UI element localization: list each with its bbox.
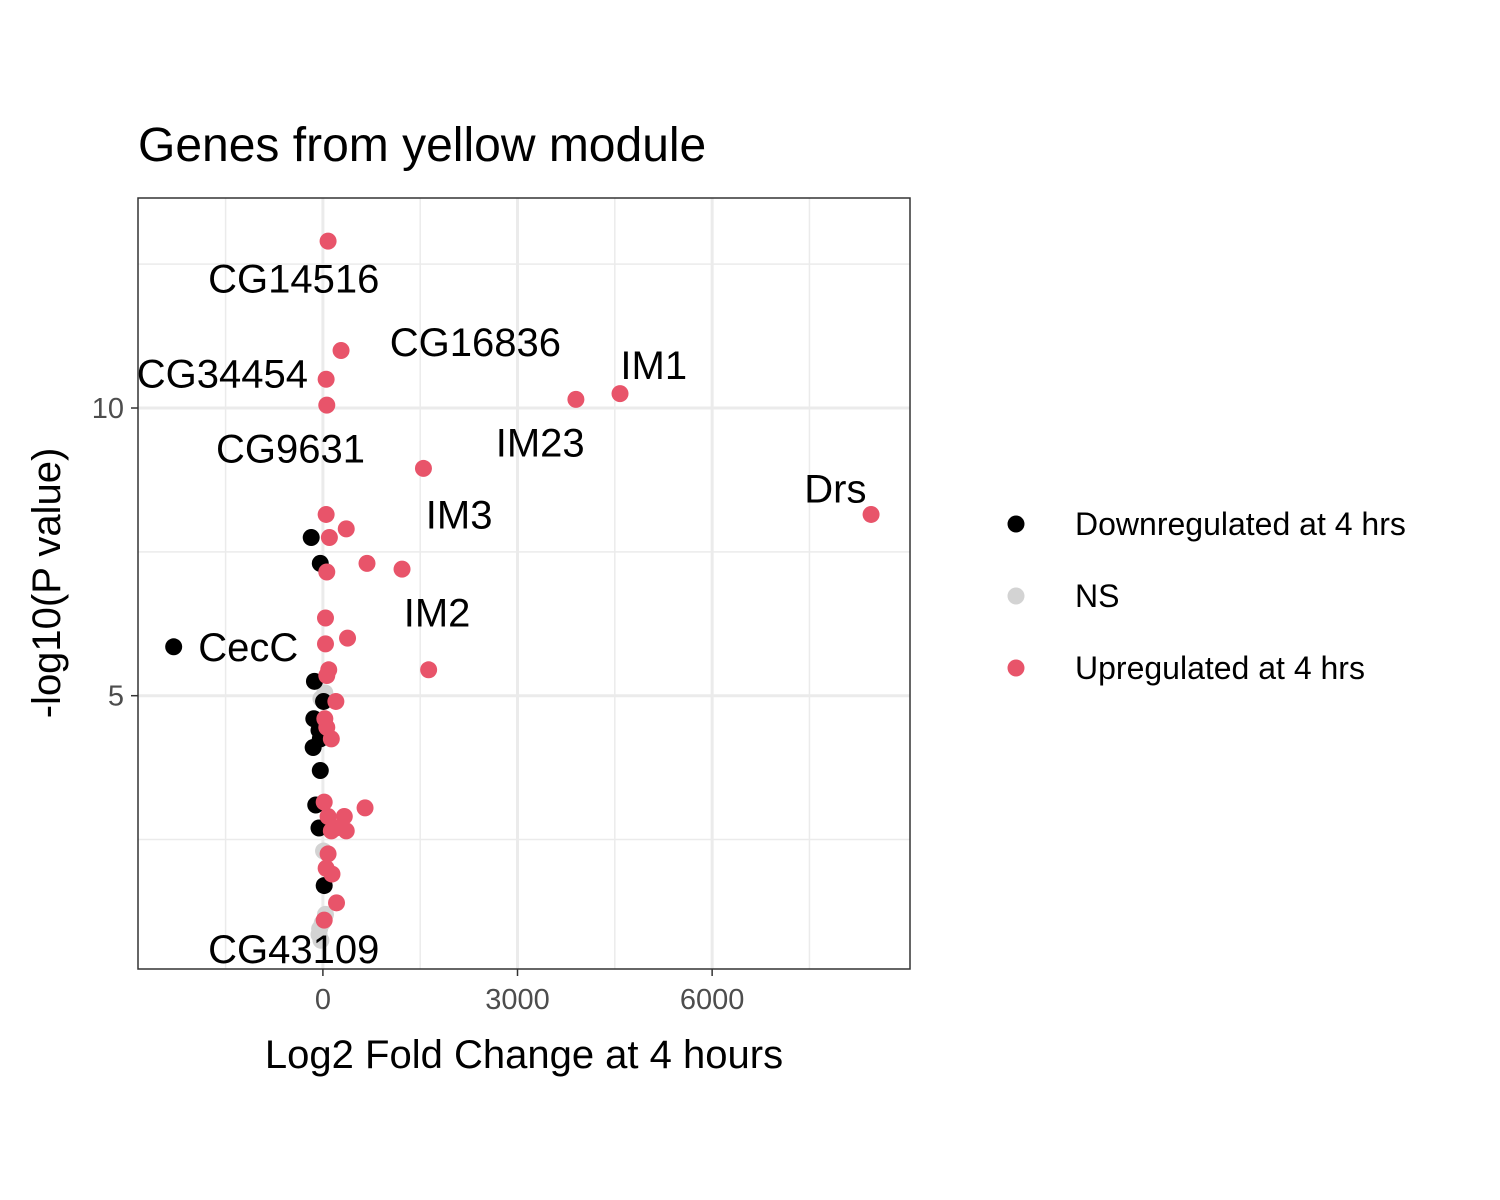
point-upregulated-at-4-hrs — [393, 560, 411, 578]
point-upregulated-at-4-hrs — [317, 370, 335, 388]
point-upregulated-at-4-hrs — [315, 793, 333, 811]
point-upregulated-at-4-hrs — [315, 911, 333, 929]
gene-label: IM3 — [426, 493, 493, 537]
legend-item: NS — [1007, 578, 1119, 614]
legend-key — [1007, 659, 1025, 677]
point-upregulated-at-4-hrs — [611, 385, 629, 403]
point-upregulated-at-4-hrs — [322, 730, 340, 748]
point-upregulated-at-4-hrs — [318, 563, 336, 581]
point-upregulated-at-4-hrs — [317, 505, 335, 523]
legend-label: Upregulated at 4 hrs — [1075, 650, 1365, 686]
point-upregulated-at-4-hrs — [318, 667, 336, 685]
legend-key — [1007, 587, 1025, 605]
point-upregulated-at-4-hrs — [356, 799, 374, 817]
point-ns — [312, 931, 330, 949]
point-upregulated-at-4-hrs — [339, 629, 357, 647]
gene-label: CG34454 — [137, 352, 308, 396]
point-upregulated-at-4-hrs — [862, 505, 880, 523]
point-upregulated-at-4-hrs — [328, 894, 346, 912]
gene-label: Drs — [804, 468, 866, 512]
gene-label: CG43109 — [208, 928, 379, 972]
point-upregulated-at-4-hrs — [322, 822, 340, 840]
data-points — [165, 232, 880, 949]
point-upregulated-at-4-hrs — [323, 865, 341, 883]
gene-label: IM1 — [620, 344, 687, 388]
point-downregulated-at-4-hrs — [311, 761, 329, 779]
axis-ticks: 0 3000 6000 5 10 — [92, 393, 745, 1016]
gene-label: CG14516 — [208, 258, 379, 302]
gene-label: IM2 — [404, 591, 471, 635]
point-downregulated-at-4-hrs — [304, 738, 322, 756]
legend-label: NS — [1075, 578, 1119, 614]
y-tick-label: 5 — [108, 681, 124, 713]
legend-label: Downregulated at 4 hrs — [1075, 506, 1406, 542]
point-upregulated-at-4-hrs — [319, 232, 337, 250]
point-downregulated-at-4-hrs — [315, 692, 333, 710]
gene-label: CG16836 — [390, 321, 561, 365]
point-downregulated-at-4-hrs — [165, 638, 183, 656]
gene-label: CG9631 — [216, 427, 365, 471]
point-upregulated-at-4-hrs — [337, 520, 355, 538]
x-tick-label: 6000 — [680, 984, 745, 1016]
plot-border — [137, 197, 911, 970]
legend-item: Upregulated at 4 hrs — [1007, 650, 1365, 686]
point-upregulated-at-4-hrs — [318, 396, 336, 414]
point-upregulated-at-4-hrs — [358, 554, 376, 572]
point-upregulated-at-4-hrs — [319, 845, 337, 863]
point-upregulated-at-4-hrs — [567, 390, 585, 408]
plot-panel — [138, 198, 910, 969]
point-upregulated-at-4-hrs — [420, 661, 438, 679]
point-upregulated-at-4-hrs — [327, 692, 345, 710]
chart-title: Genes from yellow module — [138, 119, 706, 172]
legend-key — [1007, 515, 1025, 533]
y-tick-label: 10 — [92, 393, 124, 425]
point-downregulated-at-4-hrs — [302, 528, 320, 546]
point-upregulated-at-4-hrs — [337, 822, 355, 840]
point-upregulated-at-4-hrs — [332, 341, 350, 359]
point-upregulated-at-4-hrs — [316, 609, 334, 627]
gene-label: IM23 — [496, 422, 585, 466]
x-axis-title: Log2 Fold Change at 4 hours — [265, 1033, 783, 1077]
x-tick-label: 3000 — [485, 984, 550, 1016]
legend: Downregulated at 4 hrs NS Upregulated at 4… — [1007, 506, 1406, 686]
legend-item: Downregulated at 4 hrs — [1007, 506, 1406, 542]
point-upregulated-at-4-hrs — [316, 635, 334, 653]
point-upregulated-at-4-hrs — [414, 459, 432, 477]
gene-label: CecC — [198, 626, 298, 670]
point-upregulated-at-4-hrs — [320, 528, 338, 546]
x-tick-label: 0 — [315, 984, 331, 1016]
gridlines — [138, 198, 910, 969]
y-axis-title: -log10(P value) — [25, 448, 69, 719]
